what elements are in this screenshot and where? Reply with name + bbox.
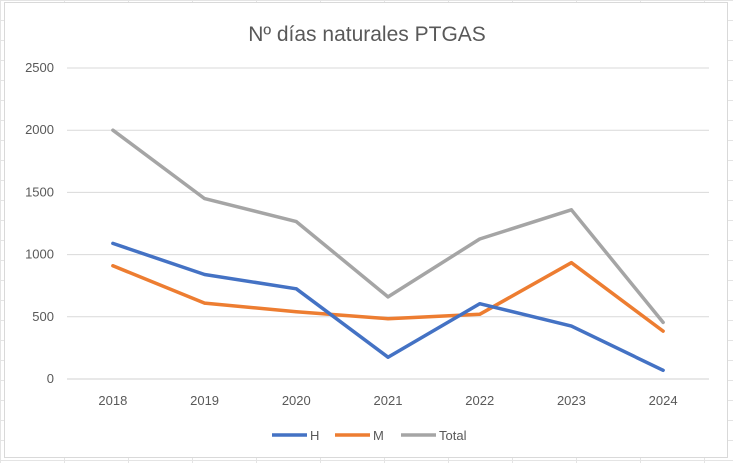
y-tick-label: 1000	[25, 247, 54, 262]
legend-label: M	[373, 428, 384, 443]
data-point-m	[569, 261, 573, 265]
data-point-h	[569, 324, 573, 328]
legend: H M Total	[272, 428, 467, 443]
data-point-m	[478, 312, 482, 316]
legend-label: Total	[439, 428, 467, 443]
y-axis-tick-labels: 0 500 1000 1500 2000 2500	[25, 60, 54, 386]
series-lines	[111, 128, 665, 373]
data-point-h	[111, 241, 115, 245]
gridlines	[67, 67, 709, 380]
x-tick-label: 2021	[374, 393, 403, 408]
x-axis-tick-labels: 2018 2019 2020 2021 2022 2023 2024	[98, 393, 677, 408]
data-point-h	[478, 302, 482, 306]
chart-area[interactable]: Nº días naturales PTGAS 0 500 1000 1500 2000…	[4, 2, 728, 458]
x-tick-label: 2020	[282, 393, 311, 408]
y-tick-label: 1500	[25, 184, 54, 199]
series-line-total	[111, 128, 665, 325]
x-tick-label: 2023	[557, 393, 586, 408]
data-point-total	[478, 237, 482, 241]
data-point-m	[111, 264, 115, 268]
data-point-h	[294, 287, 298, 291]
data-point-total	[111, 128, 115, 132]
data-point-m	[203, 301, 207, 305]
data-point-total	[661, 320, 665, 324]
legend-item-total[interactable]: Total	[401, 428, 467, 443]
data-point-m	[386, 317, 390, 321]
chart-title: Nº días naturales PTGAS	[248, 23, 486, 46]
data-point-total	[569, 208, 573, 212]
data-point-m	[661, 329, 665, 333]
data-point-h	[386, 355, 390, 359]
line-chart: Nº días naturales PTGAS 0 500 1000 1500 2000…	[25, 23, 709, 443]
x-tick-label: 2024	[649, 393, 678, 408]
legend-label: H	[310, 428, 319, 443]
data-point-total	[386, 295, 390, 299]
y-tick-label: 2500	[25, 60, 54, 75]
legend-item-h[interactable]: H	[272, 428, 319, 443]
y-tick-label: 2000	[25, 122, 54, 137]
x-tick-label: 2018	[98, 393, 127, 408]
series-line-h	[111, 241, 665, 373]
legend-item-m[interactable]: M	[335, 428, 384, 443]
data-point-h	[203, 273, 207, 277]
y-tick-label: 0	[47, 371, 54, 386]
data-point-total	[294, 220, 298, 224]
y-tick-label: 500	[32, 309, 54, 324]
data-point-m	[294, 310, 298, 314]
data-point-total	[203, 197, 207, 201]
data-point-h	[661, 368, 665, 372]
x-tick-label: 2022	[465, 393, 494, 408]
x-tick-label: 2019	[190, 393, 219, 408]
